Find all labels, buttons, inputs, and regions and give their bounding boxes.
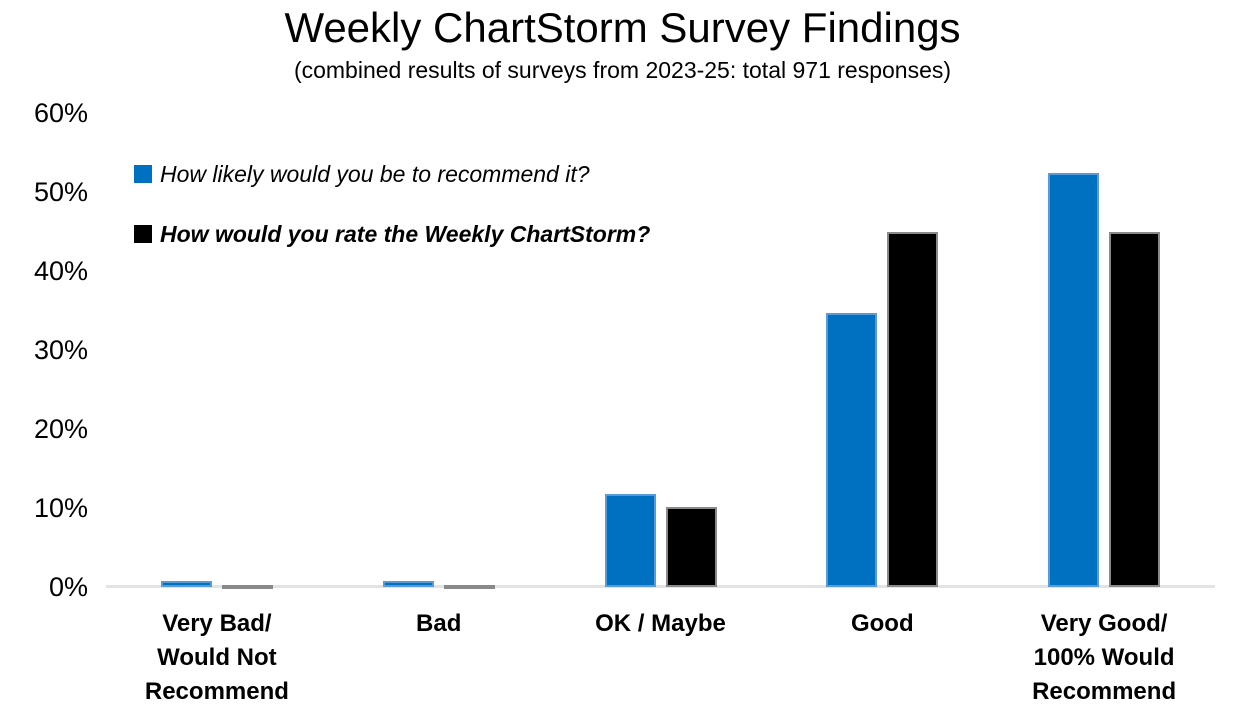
bar-series0-cat3 bbox=[826, 313, 878, 587]
bar-series1-cat1 bbox=[443, 585, 495, 589]
y-tick-label-60: 60% bbox=[33, 98, 88, 128]
legend-item-rating: How would you rate the Weekly ChartStorm… bbox=[134, 220, 651, 247]
x-axis-label-cat3: Good bbox=[850, 610, 914, 637]
y-tick-label-50: 50% bbox=[33, 177, 88, 207]
legend-label-recommend: How likely would you be to recommend it? bbox=[160, 160, 590, 187]
bar-series1-cat0 bbox=[221, 585, 273, 589]
bar-series0-cat0 bbox=[160, 581, 212, 587]
legend-swatch-black-icon bbox=[134, 225, 152, 243]
y-tick-label-20: 20% bbox=[33, 414, 88, 444]
bar-series0-cat1 bbox=[382, 581, 434, 587]
y-tick-label-40: 40% bbox=[33, 256, 88, 286]
x-axis-label-cat1: Bad bbox=[416, 610, 462, 637]
chart-subtitle: (combined results of surveys from 2023-2… bbox=[293, 57, 952, 83]
bar-series1-cat4 bbox=[1109, 232, 1161, 587]
bar-series1-cat3 bbox=[887, 232, 939, 587]
legend-item-recommend: How likely would you be to recommend it? bbox=[134, 160, 590, 187]
x-axis-label-cat2: OK / Maybe bbox=[595, 610, 726, 637]
y-tick-label-30: 30% bbox=[33, 335, 88, 365]
legend-swatch-blue-icon bbox=[134, 165, 152, 183]
legend-label-rating: How would you rate the Weekly ChartStorm… bbox=[160, 220, 651, 247]
chart-title: Weekly ChartStorm Survey Findings bbox=[284, 4, 961, 51]
x-axis-label-cat0: Very Bad/ Would Not Recommend bbox=[144, 610, 289, 705]
bar-series0-cat2 bbox=[604, 494, 656, 587]
y-tick-label-10: 10% bbox=[33, 493, 88, 523]
bar-series1-cat2 bbox=[665, 507, 717, 587]
bar-series0-cat4 bbox=[1048, 173, 1100, 587]
y-tick-label-0: 0% bbox=[48, 572, 88, 602]
x-axis-label-cat4: Very Good/ 100% Would Recommend bbox=[1032, 610, 1177, 705]
x-axis-line bbox=[106, 585, 1215, 588]
